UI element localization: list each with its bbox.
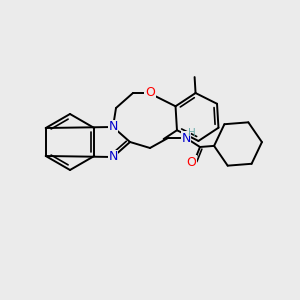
Text: N: N — [181, 131, 191, 145]
Text: H: H — [188, 128, 196, 138]
Text: O: O — [145, 85, 155, 98]
Text: O: O — [186, 155, 196, 169]
Text: N: N — [108, 151, 118, 164]
Text: N: N — [108, 121, 118, 134]
